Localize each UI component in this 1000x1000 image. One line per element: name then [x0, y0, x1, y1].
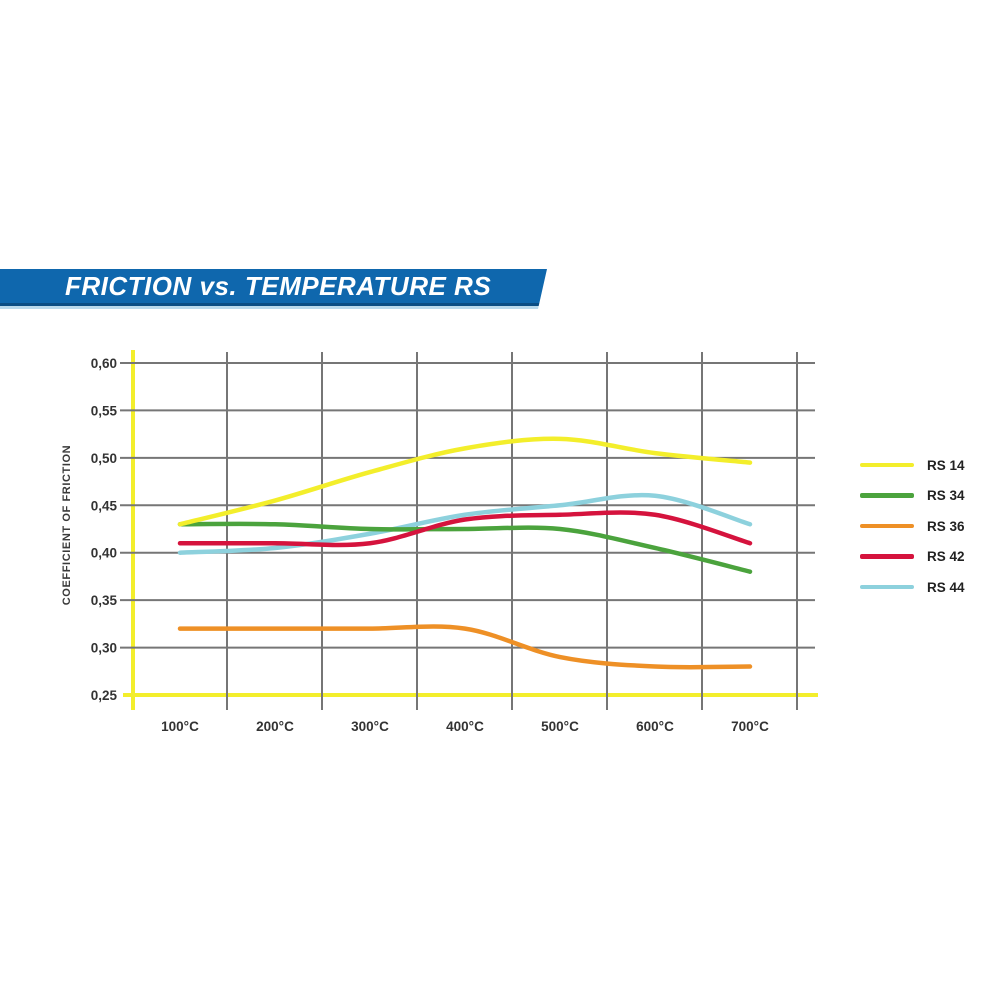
x-tick-label: 100°C — [161, 719, 199, 734]
legend-color-swatch — [860, 584, 914, 590]
legend-color-swatch — [860, 493, 914, 498]
x-tick-label: 300°C — [351, 719, 389, 734]
legend-label: RS 42 — [927, 549, 965, 564]
series-line-rs-44 — [177, 492, 753, 555]
banner-light-strip — [0, 306, 547, 309]
chart-legend: RS 14 RS 34 RS 36 RS 42 RS 44 — [860, 456, 965, 609]
y-tick-label: 0,35 — [91, 593, 118, 608]
y-tick-label: 0,55 — [91, 403, 118, 418]
legend-item: RS 14 — [860, 456, 965, 474]
legend-label: RS 34 — [927, 488, 965, 503]
legend-label: RS 36 — [927, 518, 965, 534]
legend-color-swatch — [860, 554, 914, 559]
legend-item: RS 44 — [860, 578, 965, 596]
x-tick-label: 700°C — [731, 719, 769, 734]
x-tick-label: 400°C — [446, 719, 484, 734]
banner-dark-edge — [0, 303, 547, 306]
series-line-rs-42 — [177, 510, 753, 548]
legend-item: RS 42 — [860, 548, 965, 566]
x-tick-label: 600°C — [636, 719, 674, 734]
legend-label: RS 44 — [927, 579, 965, 595]
y-tick-label: 0,25 — [91, 688, 118, 703]
title-banner: FRICTION vs. TEMPERATURE RS — [0, 269, 547, 309]
x-tick-label: 500°C — [541, 719, 579, 734]
x-tick-label: 200°C — [256, 719, 294, 734]
legend-color-swatch — [860, 523, 914, 529]
series-line-rs-34 — [177, 521, 753, 574]
series-line-rs-36 — [177, 624, 753, 670]
legend-label: RS 14 — [927, 457, 965, 473]
y-tick-label: 0,30 — [91, 641, 117, 656]
y-tick-label: 0,60 — [91, 356, 117, 371]
chart-title: FRICTION vs. TEMPERATURE RS — [65, 270, 492, 301]
legend-color-swatch — [860, 462, 914, 468]
y-tick-label: 0,40 — [91, 546, 117, 561]
legend-item: RS 36 — [860, 517, 965, 535]
title-banner-bar: FRICTION vs. TEMPERATURE RS — [0, 269, 547, 303]
legend-item: RS 34 — [860, 487, 965, 505]
y-tick-label: 0,45 — [91, 498, 118, 513]
y-tick-label: 0,50 — [91, 451, 117, 466]
series-line-rs-14 — [177, 436, 753, 527]
